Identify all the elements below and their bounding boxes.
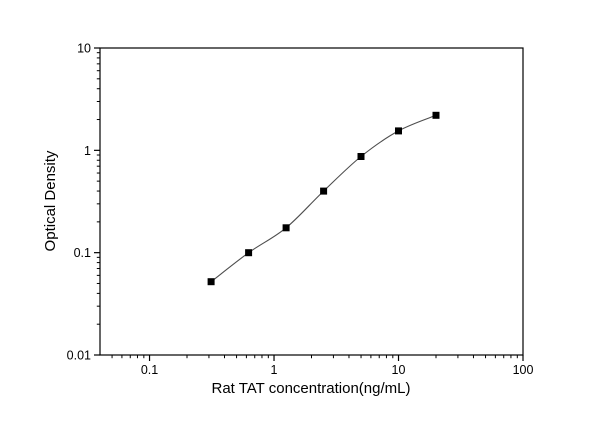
x-tick-label: 100 [513,363,534,377]
plot-frame [99,47,524,356]
axis-ticks [94,47,524,361]
y-axis-title: Optical Density [42,150,59,251]
data-point-marker [432,111,440,119]
data-point-marker [320,187,328,195]
y-tick-label: 0.01 [67,349,91,363]
y-tick-label: 0.1 [74,246,91,260]
data-point-marker [245,249,253,257]
data-point-marker [207,278,215,286]
data-point-marker [357,153,365,160]
axis-tick-labels: 0.1 1 10 100 0.01 0.1 1 10 [67,42,534,378]
data-point-marker [282,224,290,232]
x-tick-label: 1 [271,363,278,377]
y-tick-label: 1 [84,144,91,158]
x-tick-label: 10 [392,363,406,377]
x-tick-label: 0.1 [141,363,158,377]
x-axis-title: Rat TAT concentration(ng/mL) [212,380,411,397]
data-series [207,111,440,286]
fit-curve-line [210,114,437,283]
y-tick-label: 10 [77,42,91,56]
data-point-marker [395,127,402,135]
